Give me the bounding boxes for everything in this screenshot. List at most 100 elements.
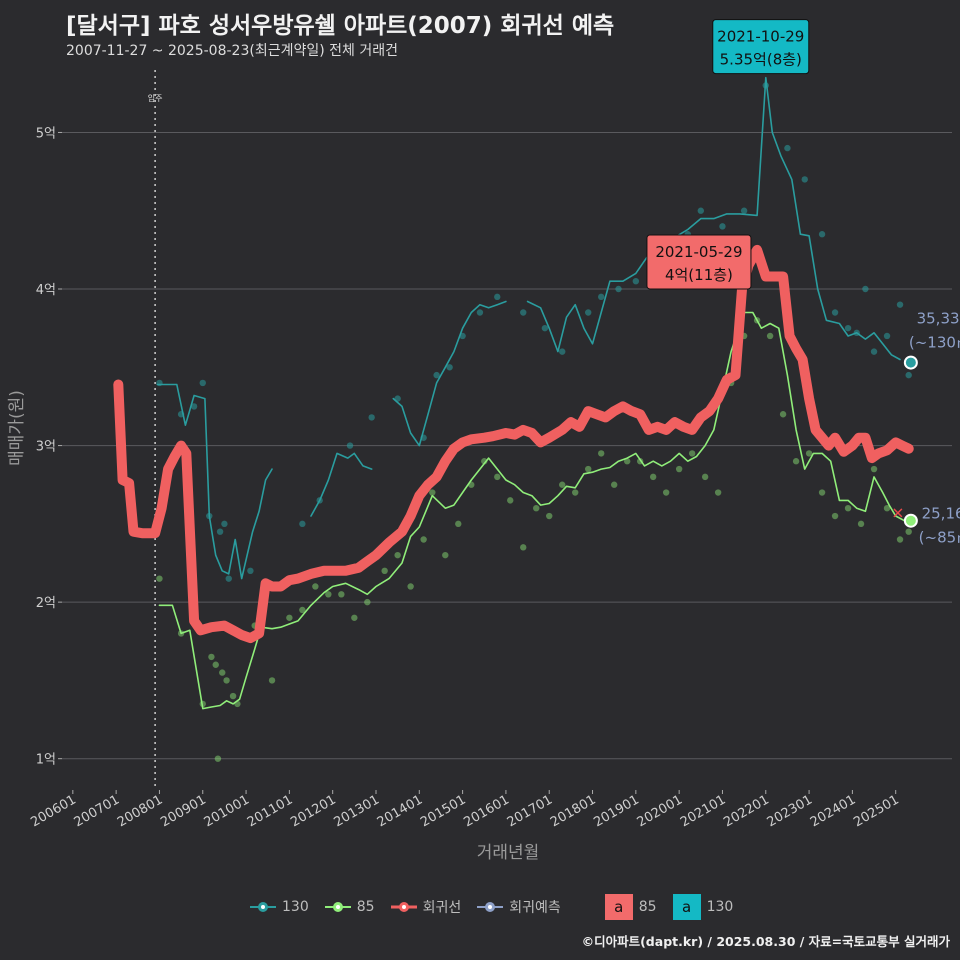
move-in-label: 입주 [148, 94, 163, 103]
legend-box-130-label: 130 [706, 899, 734, 915]
move-in-marker: 입주 [148, 70, 163, 790]
scatter-point-130 [870, 348, 878, 355]
legend-item-130: 130 [250, 897, 309, 917]
scatter-point-85 [312, 583, 319, 590]
x-tick-label: 201901 [591, 792, 641, 830]
scatter-point-130 [585, 309, 592, 316]
x-tick-label: 200601 [28, 792, 78, 830]
forecast-endpoints [893, 355, 918, 528]
scatter-point-85 [394, 551, 401, 559]
scatter-point-85 [325, 591, 332, 598]
scatter-point-130 [862, 285, 869, 293]
scatter-point-85 [351, 614, 358, 621]
x-tick-label: 201401 [375, 792, 425, 830]
x-tick-label: 201701 [505, 792, 555, 830]
scatter-point-130 [476, 309, 484, 316]
x-tick-label: 202401 [808, 792, 858, 830]
scatter-point-85 [610, 481, 618, 488]
x-tick-label: 200701 [72, 792, 122, 830]
scatter-point-85 [494, 473, 501, 481]
legend-label-trend: 회귀선 [422, 900, 462, 916]
scatter-point-85 [701, 473, 709, 481]
scatter-point-85 [597, 450, 605, 457]
scatter-point-130 [597, 293, 605, 301]
series-line-trend [113, 244, 914, 644]
forecast-area-f85: (~85㎡) [919, 529, 960, 547]
scatter-point-85 [223, 677, 230, 684]
x-tick-label: 201301 [332, 792, 382, 830]
scatter-point-85 [299, 606, 306, 614]
scatter-point-85 [572, 489, 579, 496]
endpoint-130 [903, 355, 918, 370]
scatter-point-130 [905, 371, 912, 379]
scatter-point-85 [714, 489, 722, 496]
x-tick-label: 201201 [288, 792, 338, 830]
scatter-point-130 [520, 309, 527, 316]
scatter-point-130 [844, 324, 852, 332]
scatter-point-85 [156, 575, 163, 582]
legend-label-85: 85 [356, 899, 375, 915]
annotation-box-a130 [712, 19, 810, 75]
scatter-point-130 [216, 528, 224, 535]
scatter-point-85 [844, 504, 852, 512]
scatter-point-85 [208, 653, 215, 661]
scatter-point-85 [407, 583, 414, 590]
scatter-point-85 [688, 450, 696, 457]
scatter-point-85 [214, 755, 222, 762]
legend-item-forecast: 회귀예측 [477, 897, 561, 917]
scatter-point-85 [212, 661, 219, 668]
legend-key-trend [390, 902, 417, 912]
forecast-value-f85: 25,162 [922, 505, 960, 523]
y-tick-label: 1억 [36, 753, 56, 768]
series-line-130 [156, 76, 901, 580]
scatter-point-130 [221, 520, 228, 528]
annotation-date-a85: 2021-05-29 [655, 243, 742, 261]
scatter-point-130 [632, 277, 640, 285]
annotations: 2021-10-29 5.35억(8층) 2021-05-29 4억(11층) 35,3… [646, 19, 960, 547]
scatter-point-85 [559, 481, 566, 488]
scatter-point-85 [546, 512, 553, 520]
y-tick-label: 2억 [36, 596, 56, 611]
scatter-point-85 [455, 520, 462, 528]
legend-box-85-glyph: a [614, 898, 624, 916]
scatter-point-85 [766, 332, 774, 340]
annotation-date-a130: 2021-10-29 [717, 28, 804, 46]
scatter-point-130 [299, 520, 306, 528]
x-tick-label: 202001 [635, 792, 685, 830]
x-tick-label: 202101 [678, 792, 728, 830]
scatter-point-85 [229, 692, 237, 700]
x-tick-label: 201001 [202, 792, 252, 830]
y-tick-label: 5억 [36, 126, 56, 141]
scatter-point-85 [364, 598, 371, 606]
legend: 130 85 회귀선 회귀예측 a 85 a 130 [250, 894, 749, 920]
x-tick-label: 201601 [461, 792, 511, 830]
annotation-price-a130: 5.35억(8층) [720, 51, 802, 69]
scatter-point-85 [585, 465, 592, 473]
legend-box-130-glyph: a [681, 898, 692, 916]
scatter-point-85 [818, 489, 826, 496]
scatter-points [156, 82, 912, 762]
annotation-price-a85: 4억(11층) [665, 266, 733, 284]
scatter-point-130 [190, 403, 198, 410]
legend-item-85: 85 [324, 897, 375, 917]
scatter-point-130 [541, 324, 549, 332]
scatter-point-130 [697, 207, 705, 214]
forecast-value-f130: 35,333 [917, 310, 960, 328]
x-tick-label: 202501 [851, 792, 901, 830]
legend-box-130: a 130 [672, 894, 734, 920]
x-tick-label: 202301 [765, 792, 815, 830]
scatter-point-130 [615, 285, 622, 293]
legend-key-forecast [477, 902, 504, 912]
scatter-point-130 [818, 231, 826, 238]
scatter-point-85 [268, 677, 276, 684]
trend-end-mark [893, 508, 903, 518]
scatter-point-85 [381, 567, 388, 575]
grid-lines [62, 131, 952, 760]
scatter-point-130 [740, 207, 748, 214]
scatter-point-85 [286, 614, 293, 621]
scatter-point-85 [507, 497, 514, 504]
chart-title: [달서구] 파호 성서우방유쉘 아파트(2007) 회귀선 예측 [66, 13, 615, 39]
x-tick-label: 201501 [418, 792, 468, 830]
scatter-point-85 [420, 536, 427, 543]
